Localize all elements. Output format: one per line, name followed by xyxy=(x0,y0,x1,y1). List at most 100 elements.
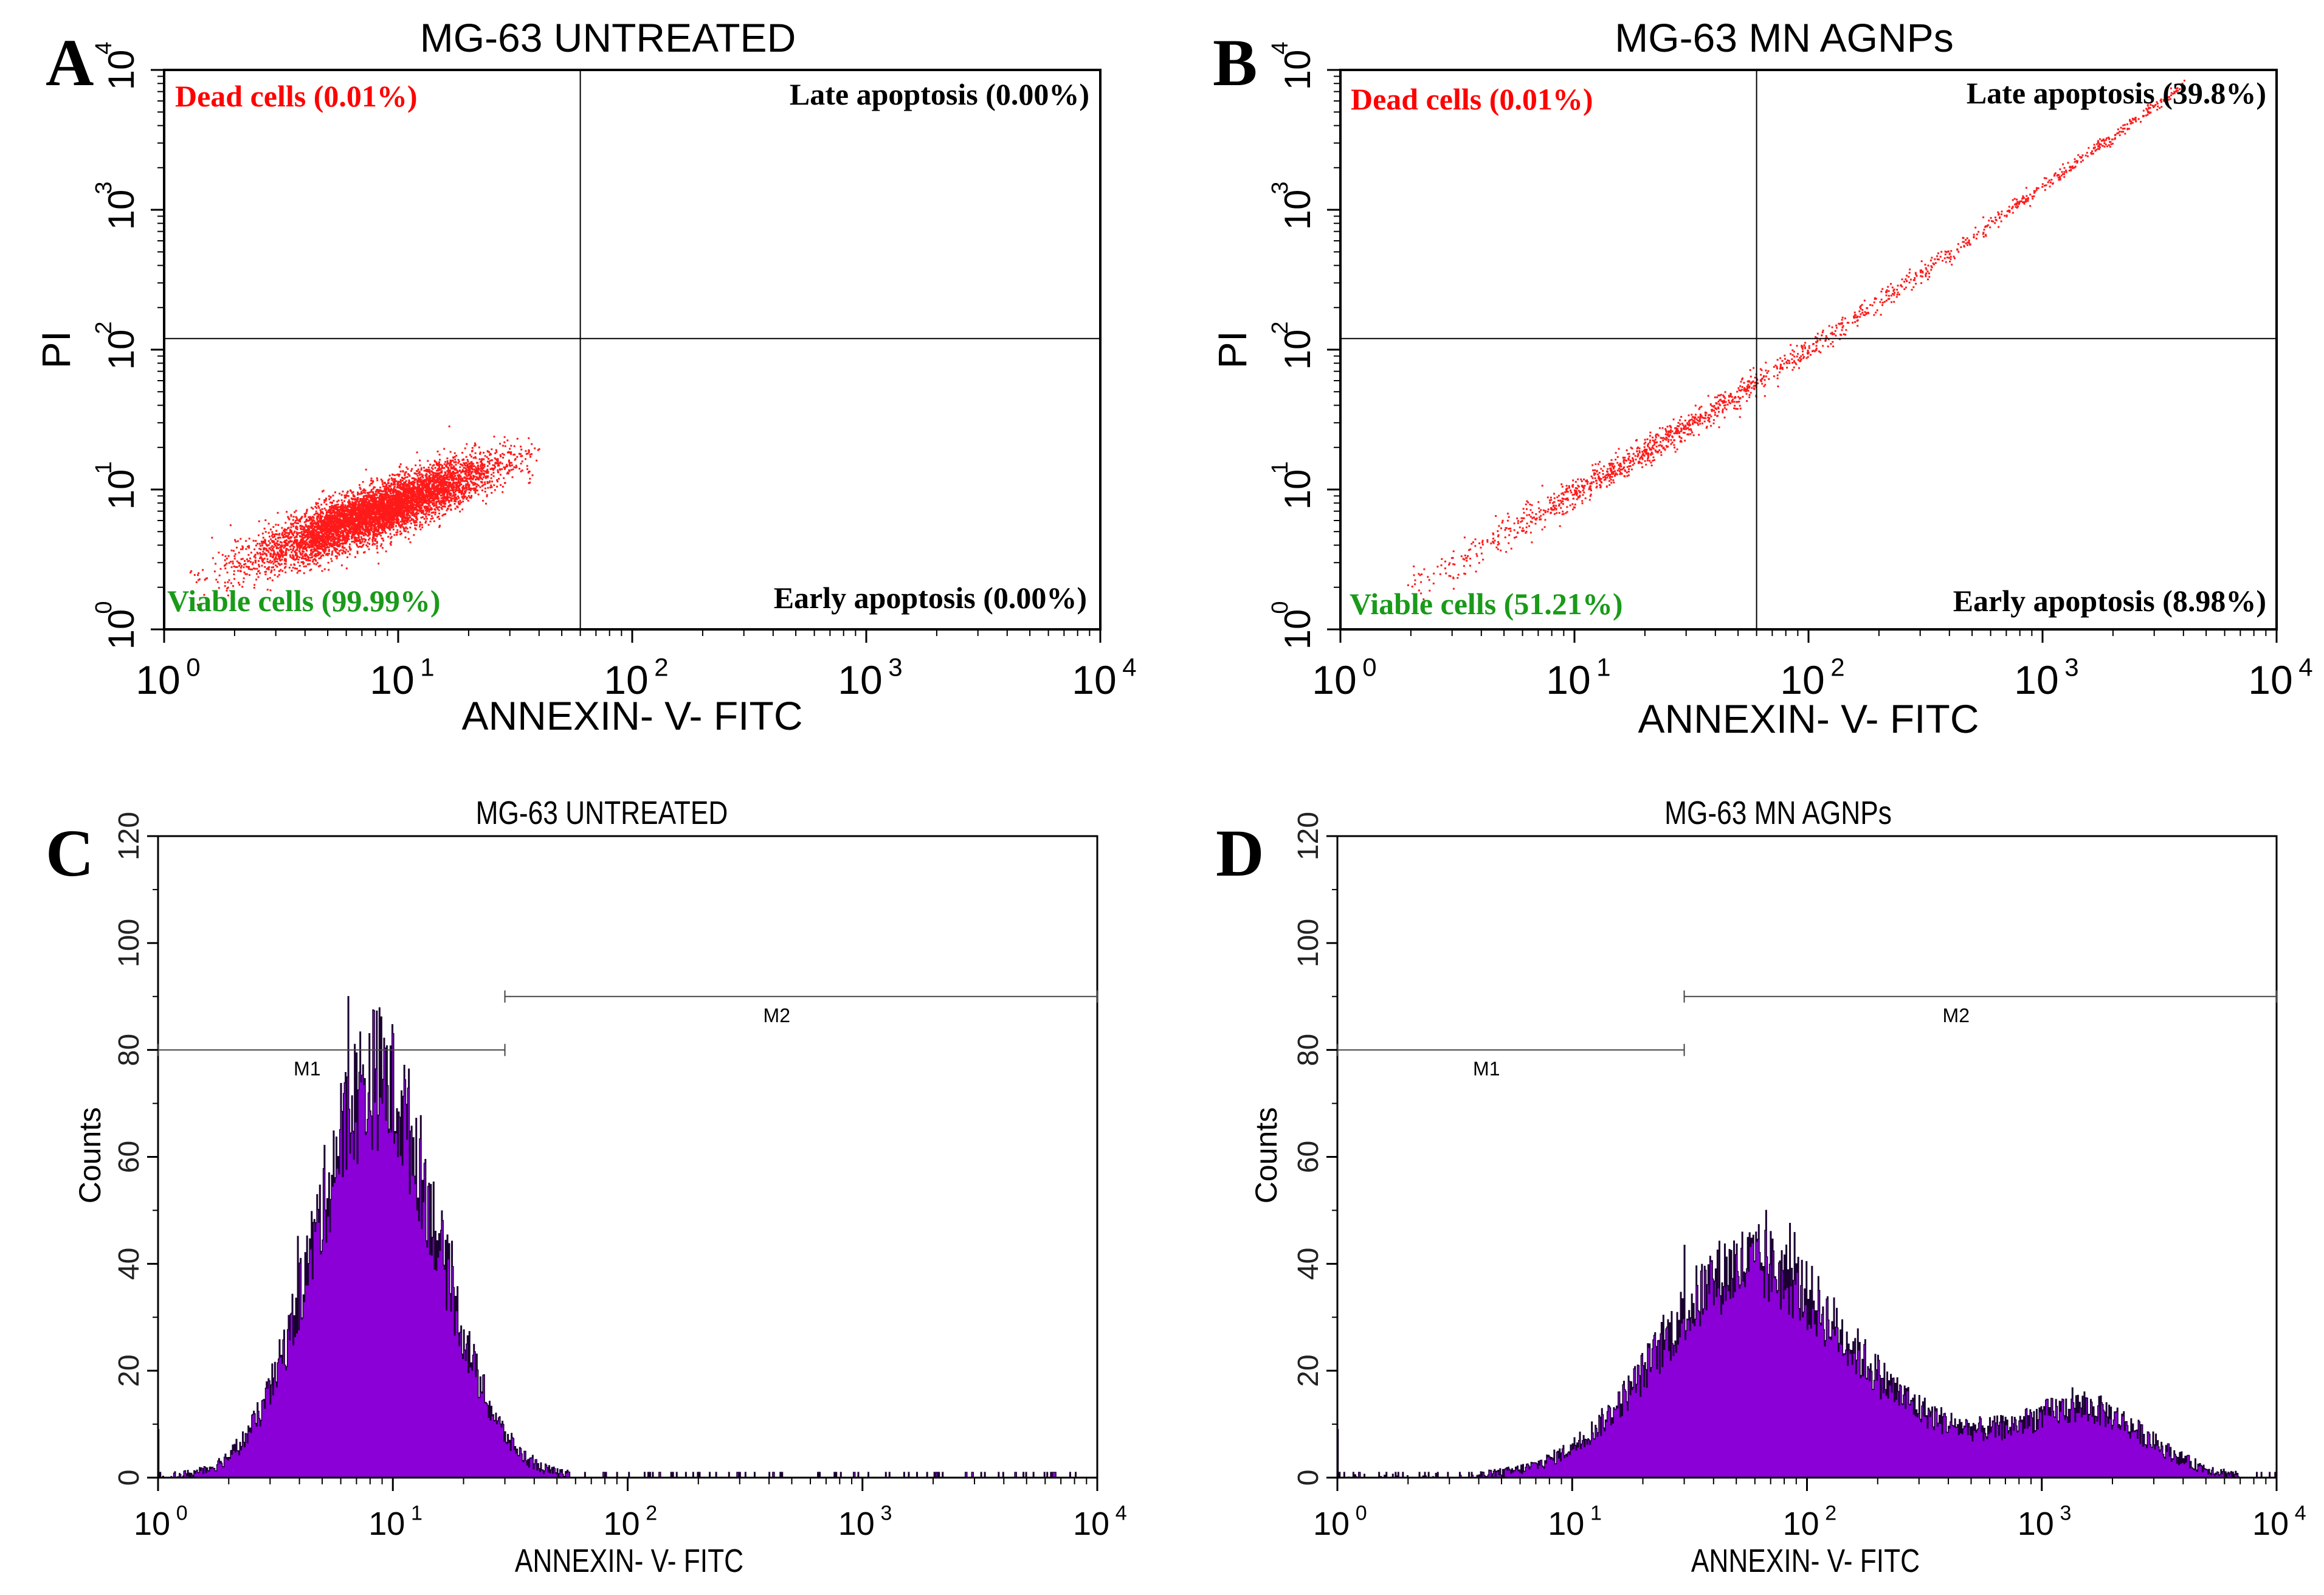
x-tick-label: 10 xyxy=(1312,657,1356,702)
y-tick-label: 10 xyxy=(101,190,142,230)
panel-letter-a: A xyxy=(46,26,94,100)
panel-b-viable-cells-label: Viable cells (51.21%) xyxy=(1350,587,1622,621)
panel-b-title: MG-63 MN AGNPs xyxy=(1615,15,1953,60)
x-tick-exponent: 1 xyxy=(411,1502,422,1525)
panel-d-histogram xyxy=(1337,1209,2277,1478)
x-tick-exponent: 2 xyxy=(654,652,668,681)
y-tick-label: 40 xyxy=(1292,1248,1325,1280)
y-tick-exponent: 0 xyxy=(1267,601,1293,614)
panel-a: A MG-63 UNTREATED Dead cells (0.01%) Lat… xyxy=(33,15,1137,738)
panel-c-markers: M1 M2 xyxy=(157,990,1098,1080)
panel-a-title: MG-63 UNTREATED xyxy=(420,15,796,60)
panel-b-dot-streak xyxy=(1407,80,2185,601)
y-tick-label: 10 xyxy=(101,469,142,510)
x-tick-exponent: 0 xyxy=(186,652,200,681)
y-tick-label: 10 xyxy=(1277,609,1318,650)
panel-d-y-ticks: 0 20 40 60 80 100 120 xyxy=(1292,812,1337,1486)
y-tick-label: 20 xyxy=(113,1354,145,1386)
panel-a-viable-cells-label: Viable cells (99.99%) xyxy=(167,584,440,618)
x-tick-exponent: 2 xyxy=(1825,1502,1836,1525)
y-tick-label: 100 xyxy=(1292,919,1325,967)
x-tick-exponent: 4 xyxy=(2295,1502,2306,1525)
x-tick-label: 10 xyxy=(838,657,882,702)
y-tick-label: 40 xyxy=(113,1248,145,1280)
x-tick-exponent: 0 xyxy=(176,1502,188,1525)
x-tick-exponent: 1 xyxy=(1590,1502,1602,1525)
y-tick-label: 10 xyxy=(101,609,142,650)
x-tick-label: 10 xyxy=(370,657,414,702)
marker-label-m1: M1 xyxy=(294,1058,320,1080)
y-tick-exponent: 3 xyxy=(1267,181,1293,194)
x-tick-exponent: 2 xyxy=(646,1502,657,1525)
marker-label-m2: M2 xyxy=(1943,1005,1970,1026)
x-tick-label: 10 xyxy=(1313,1506,1350,1542)
panel-b-x-axis-label: ANNEXIN- V- FITC xyxy=(1638,696,1979,741)
panel-letter-c: C xyxy=(46,816,94,890)
y-tick-exponent: 3 xyxy=(91,181,117,194)
x-tick-exponent: 0 xyxy=(1362,652,1376,681)
x-tick-label: 10 xyxy=(603,1506,640,1542)
x-tick-exponent: 3 xyxy=(2060,1502,2071,1525)
y-tick-exponent: 4 xyxy=(1267,41,1293,54)
panel-b-x-ticks: 10 0 10 1 10 2 10 3 10 4 xyxy=(1312,629,2313,702)
x-tick-label: 10 xyxy=(2248,657,2292,702)
x-tick-label: 10 xyxy=(1546,657,1590,702)
x-tick-label: 10 xyxy=(1548,1506,1584,1542)
y-tick-exponent: 1 xyxy=(1267,461,1293,474)
y-tick-label: 20 xyxy=(1292,1354,1325,1386)
x-tick-label: 10 xyxy=(2014,657,2058,702)
panel-b-cell-events xyxy=(1407,80,2185,601)
x-tick-exponent: 3 xyxy=(888,652,902,681)
x-tick-label: 10 xyxy=(134,1506,170,1542)
panel-letter-b: B xyxy=(1213,26,1257,100)
panel-a-dot-cloud xyxy=(189,425,540,606)
x-tick-exponent: 1 xyxy=(1596,652,1610,681)
panel-c-y-axis-label: Counts xyxy=(73,1107,107,1203)
x-tick-label: 10 xyxy=(2252,1506,2289,1542)
panel-letter-d: D xyxy=(1216,816,1264,890)
x-tick-exponent: 2 xyxy=(1830,652,1844,681)
y-tick-label: 0 xyxy=(113,1470,145,1486)
y-tick-label: 10 xyxy=(101,330,142,370)
y-tick-exponent: 0 xyxy=(91,601,117,614)
y-tick-label: 80 xyxy=(1292,1034,1325,1066)
panel-a-early-apoptosis-label: Early apoptosis (0.00%) xyxy=(774,581,1087,615)
panel-c: C MG-63 UNTREATED M1 M2 Counts ANNEXIN- V… xyxy=(46,795,1127,1579)
x-tick-label: 10 xyxy=(838,1506,875,1542)
x-tick-label: 10 xyxy=(1072,657,1116,702)
panel-c-y-ticks: 0 20 40 60 80 100 120 xyxy=(113,812,158,1486)
x-tick-exponent: 1 xyxy=(420,652,434,681)
y-tick-label: 60 xyxy=(1292,1141,1325,1173)
y-tick-label: 10 xyxy=(1277,50,1318,91)
x-tick-label: 10 xyxy=(2018,1506,2054,1542)
y-tick-exponent: 2 xyxy=(91,321,117,334)
panel-b-late-apoptosis-label: Late apoptosis (39.8%) xyxy=(1967,76,2266,110)
d-histogram-area xyxy=(1337,1209,2277,1478)
y-tick-label: 60 xyxy=(113,1141,145,1173)
y-tick-exponent: 1 xyxy=(91,461,117,474)
marker-label-m2: M2 xyxy=(764,1005,790,1026)
panel-b-y-axis-label: PI xyxy=(1210,331,1255,368)
y-tick-exponent: 4 xyxy=(91,41,117,54)
panel-d-markers: M1 M2 xyxy=(1337,990,2277,1080)
x-tick-label: 10 xyxy=(136,657,180,702)
panel-b: B MG-63 MN AGNPs Dead cells (0.01%) Late… xyxy=(1210,15,2313,741)
panel-a-cell-events xyxy=(189,425,540,606)
x-tick-exponent: 0 xyxy=(1356,1502,1367,1525)
x-tick-label: 10 xyxy=(368,1506,405,1542)
x-tick-label: 10 xyxy=(1782,1506,1819,1542)
panel-a-late-apoptosis-label: Late apoptosis (0.00%) xyxy=(790,77,1089,111)
y-tick-label: 10 xyxy=(101,50,142,91)
panel-a-y-axis-label: PI xyxy=(33,331,78,368)
panel-d-y-axis-label: Counts xyxy=(1249,1107,1283,1203)
y-tick-label: 100 xyxy=(113,919,145,967)
y-tick-label: 0 xyxy=(1292,1470,1325,1486)
y-tick-label: 10 xyxy=(1277,190,1318,230)
panel-c-x-ticks: 10 0 10 1 10 2 10 3 10 4 xyxy=(134,1478,1127,1542)
y-tick-label: 10 xyxy=(1277,330,1318,370)
y-tick-exponent: 2 xyxy=(1267,321,1293,334)
y-tick-label: 120 xyxy=(113,812,145,860)
x-tick-exponent: 4 xyxy=(1115,1502,1127,1525)
